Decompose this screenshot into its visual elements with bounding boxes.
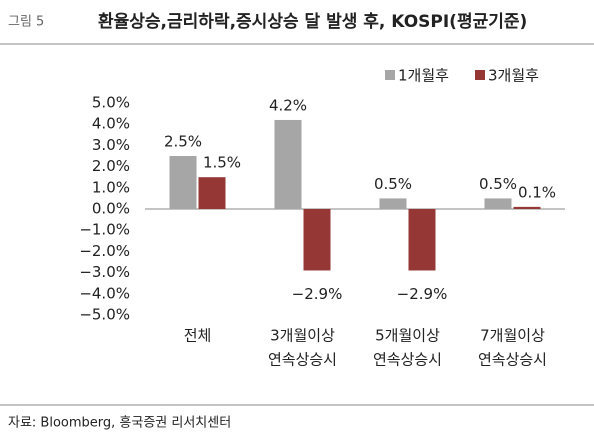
y-tick-label: 3.0% (92, 136, 130, 154)
bar (274, 119, 302, 209)
x-tick-label: 연속상승시 (478, 351, 547, 369)
x-tick-label: 5개월이상 (375, 327, 440, 345)
value-label: −2.9% (292, 285, 343, 303)
bar (198, 177, 226, 209)
bar (303, 209, 331, 271)
y-tick-label: 0.0% (92, 200, 130, 218)
y-tick-label: 4.0% (92, 115, 130, 133)
y-tick-label: −2.0% (79, 242, 130, 260)
y-tick-label: −5.0% (79, 306, 130, 324)
x-tick-label: 3개월이상 (270, 327, 335, 345)
y-tick-label: −4.0% (79, 284, 130, 302)
value-label: 0.5% (479, 175, 517, 193)
legend-swatch (385, 70, 395, 80)
legend-label: 1개월후 (398, 67, 449, 85)
x-tick-label: 연속상승시 (373, 351, 442, 369)
bar (169, 156, 197, 209)
figure-label: 그림 5 (8, 15, 44, 30)
value-label: 0.5% (374, 175, 412, 193)
value-label: −2.9% (397, 285, 448, 303)
chart-title: 환율상승,금리하락,증시상승 달 발생 후, KOSPI(평균기준) (98, 11, 527, 32)
y-tick-label: −3.0% (79, 263, 130, 281)
y-tick-label: 2.0% (92, 157, 130, 175)
x-tick-label: 연속상승시 (268, 351, 337, 369)
value-label: 0.1% (518, 183, 556, 201)
value-label: 2.5% (164, 133, 202, 151)
source: 자료: Bloomberg, 흥국증권 리서치센터 (8, 416, 231, 431)
x-tick-label: 전체 (184, 327, 212, 345)
bar (379, 198, 407, 209)
bar (484, 198, 512, 209)
y-tick-label: 5.0% (92, 94, 130, 112)
x-tick-label: 7개월이상 (480, 327, 545, 345)
value-label: 4.2% (269, 96, 307, 114)
y-tick-label: 1.0% (92, 178, 130, 196)
bar (513, 206, 541, 209)
bar (408, 209, 436, 271)
legend-label: 3개월후 (488, 67, 539, 85)
value-label: 1.5% (203, 154, 241, 172)
y-tick-label: −1.0% (79, 221, 130, 239)
legend-swatch (475, 70, 485, 80)
